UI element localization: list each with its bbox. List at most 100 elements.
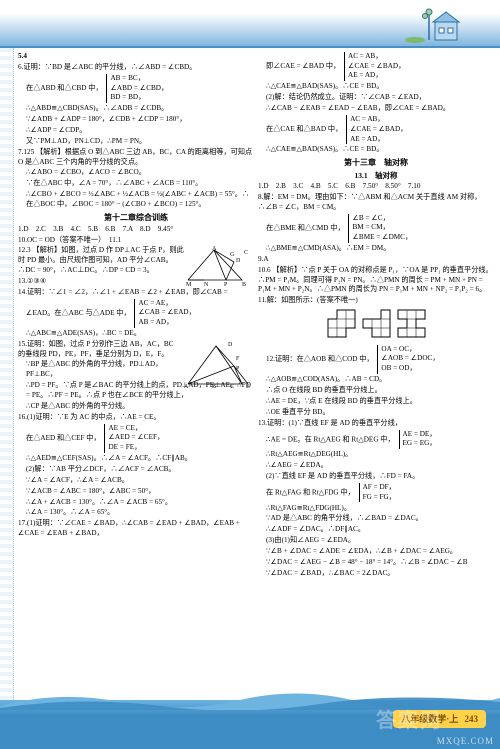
q13-2-setup: 在 Rt△FAG 和 Rt△FDG 中， AF = DF， FG = FG，	[258, 483, 494, 502]
brace-line: AC = AB，	[350, 115, 384, 123]
brace-line: AC = AE，	[138, 299, 172, 307]
footer-bar: 八年级数学·上 243 答案网 MXQE.COM	[0, 700, 500, 749]
svg-text:F: F	[236, 356, 240, 362]
svg-text:M: M	[186, 282, 192, 286]
brace-line: ∠CAB = ∠EAD，	[138, 308, 195, 316]
polyomino-shape	[397, 309, 426, 338]
r-setup2: 在△CAE 和△BAD 中， AC = AB， ∠CAE = ∠BAD， AE …	[258, 115, 494, 144]
text-line: (2)解：∵AB 平分∠DCF，∴∠ACF = ∠ACB。	[18, 465, 254, 475]
brace-group: AE = CE， ∠AED = ∠CEF， DE = FE，	[104, 424, 164, 453]
svg-text:N: N	[204, 282, 209, 286]
setup-pre: 在△CAE 和△BAD 中，	[266, 125, 342, 133]
text-line: ∴∠A + ∠ACB = 130°。∴∠A = ∠ACB = 65°。	[18, 498, 254, 508]
house-icon	[405, 6, 465, 48]
q9-text: 9.A	[258, 255, 494, 265]
text-line: ∵AD 是△ABC 的角平分线，∴∠BAD = ∠DAC。	[258, 514, 494, 524]
q16-text: 16.(1)证明：∵E 为 AC 的中点，∴AE = CE。	[18, 413, 254, 423]
text-line: ∴∠AEG = ∠EDA。	[258, 461, 494, 471]
text-line: ∵∠DAC = ∠BAD，∴∠BAC = 2∠DAC。	[258, 569, 494, 579]
brace-line: ∠AOB = ∠DOC，	[381, 354, 439, 362]
brace-line: BD = BD，	[110, 93, 145, 101]
watermark-url: MXQE.COM	[437, 735, 494, 747]
answers-row: 1.D 2.C 3.B 4.C 5.B 6.B 7.A 8.D 9.45°	[18, 225, 254, 235]
polyomino-shape	[327, 309, 356, 338]
brace-line: AB = BC，	[110, 74, 144, 82]
text-line: ∴∠CAB − ∠EAB = ∠EAD − ∠EAB，即∠CAE = ∠BAD。	[258, 104, 494, 114]
q5-4-label: 5.4	[18, 52, 254, 62]
q7-text: 7.125 【解析】根据点 O 到△ABC 三边 AB，BC，CA 的距离相等，…	[18, 148, 254, 167]
setup-pre: 在△AED 和△CEF 中，	[26, 434, 101, 442]
svg-text:C: C	[230, 384, 234, 390]
text-line: ∴OE 垂直平分 BD。	[258, 408, 494, 418]
text-line: ∴Rt△AEG≌Rt△DEG(HL)。	[258, 450, 494, 460]
brace-line: ∠CAE = ∠BAD，	[348, 62, 405, 70]
text-line: ∵∠DAC = ∠AEG − ∠B = 48° − 18° = 14°。∴∠B …	[258, 558, 494, 568]
brace-group: AC = AE， ∠CAB = ∠EAD， AB = AD，	[134, 299, 195, 328]
q8-setup: 在△BME 和△CMD 中， ∠B = ∠C， BM = CM， ∠BME = …	[258, 214, 494, 243]
brace-group: AC = AB， ∠CAE = ∠BAD， AE = AD，	[346, 115, 407, 144]
watermark-text: 答案网	[376, 708, 442, 735]
r-setup: 即∠CAE = ∠BAD 中， AC = AB， ∠CAE = ∠BAD， AE…	[258, 52, 494, 81]
svg-text:P: P	[224, 282, 228, 286]
text-line: ∴△CAE≌△BAD(SAS)。∴CE = BD。	[258, 145, 494, 155]
text-line: ∴△CAE≌△BAD(SAS)。∴CE = BD。	[258, 82, 494, 92]
answers-row: 1.D 2.B 3.C 4.B 5.C 6.B 7.50° 8.50° 7.10	[258, 182, 494, 192]
q8-text: 8.解：EM = DM。理由如下：∵△ABM 和△ACM 关于直线 AM 对称，…	[258, 193, 494, 212]
text-line: ∴∠ADP = ∠CDP。	[18, 126, 254, 136]
brace-line: ∠CAE = ∠BAD，	[350, 125, 407, 133]
text-line: ∴△ABC≌△ADE(SAS)，∴BC = DE。	[18, 329, 254, 339]
svg-text:G: G	[230, 252, 235, 258]
q10-text: 10.6 【解析】∵点 P 关于 OA 的对称点是 P₁，∵OA 是 PP₁ 的…	[258, 266, 494, 295]
q6-text: 6.证明：∵BD 是∠ABC 的平分线，∴∠ABD = ∠CBD。	[18, 63, 254, 73]
polyomino-figures	[258, 309, 494, 342]
text-line: ∵∠A = ∠ACF，∴∠A = ∠ACB。	[18, 476, 254, 486]
brace-line: ∠BME = ∠DMC，	[352, 233, 412, 241]
brace-line: AE = AD，	[350, 135, 384, 143]
svg-text:C: C	[244, 250, 248, 256]
q13-proof: 13.证明：(1)∵直线 EF 是 AD 的垂直平分线，	[258, 419, 494, 429]
text-line: ∴AE = DE，∵点 E 在线段 BD 的垂直平分线上。	[258, 397, 494, 407]
svg-text:D: D	[236, 258, 241, 264]
brace-line: FG = FG，	[363, 493, 396, 501]
section-13-1-title: 13.1 轴对称	[258, 171, 494, 181]
brace-line: ∠AED = ∠CEF，	[108, 433, 164, 441]
text-line: ∴∠CBO + ∠BCO = ½∠ABC + ½∠ACB = ½(∠ABC + …	[18, 190, 254, 209]
brace-line: DE = FE，	[108, 443, 141, 451]
svg-text:B: B	[212, 384, 216, 390]
left-column: 5.4 6.证明：∵BD 是∠ABC 的平分线，∴∠ABD = ∠CBD。 在△…	[18, 52, 254, 700]
brace-line: AC = AB，	[348, 52, 382, 60]
text-line: ∴∠ABO = ∠CBO，∠ACO = ∠BCO。	[18, 168, 254, 178]
text-line: 又∵PM⊥AD，PN⊥CD，∴PM = PN。	[18, 137, 254, 147]
svg-text:P: P	[236, 366, 240, 372]
brace-line: AE = DE，	[403, 430, 437, 438]
text-line: ∵∠ACB = ∠ABC = 180°，∠ABC = 50°，	[18, 487, 254, 497]
text-line: ∴Rt△FAG≌Rt△FDG(HL)。	[258, 504, 494, 514]
setup-pre: 在△BME 和△CMD 中，	[266, 224, 345, 232]
brace-line: ∠B = ∠C，	[352, 214, 389, 222]
q12-setup: 12.证明：在△AOB 和△COD 中， OA = OC， ∠AOB = ∠DO…	[258, 345, 494, 374]
setup-pre: ∴AE = DE。在 Rt△AEG 和 Rt△DEG 中，	[266, 435, 395, 443]
text-line: ∴CP 是△ABC 的外角的平分线。	[18, 402, 254, 412]
svg-text:E: E	[246, 384, 250, 390]
brace-line: AB = AD，	[138, 318, 173, 326]
header-bar	[0, 0, 500, 48]
text-line: ∴∠ADF = ∠DAC。∴DF∥AC。	[258, 525, 494, 535]
q6-setup-pre: 在△ABD 和△CBD 中，	[26, 84, 103, 92]
svg-text:A: A	[212, 246, 217, 252]
text-line: ∴△BME≌△CMD(ASA)。∴EM = DM。	[258, 244, 494, 254]
text-line: ∵∠B + ∠DAC = ∠ADE = ∠EDA，∴∠B + ∠DAC = ∠A…	[258, 547, 494, 557]
text-line: (3)由(1)知∠AEG = ∠EDA。	[258, 536, 494, 546]
chapter12-title: 第十二章综合训练	[18, 213, 254, 224]
q15-block: 15.证明：如图，过点 P 分别作三边 AB，AC，BC 的垂线段 PD，PE，…	[18, 340, 254, 380]
brace-line: EG = EG，	[403, 439, 437, 447]
text-line: ∴△AOB≌△COD(ASA)。∴AB = CD。	[258, 375, 494, 385]
svg-text:A: A	[184, 384, 189, 390]
q16-setup: 在△AED 和△CEF 中， AE = CE， ∠AED = ∠CEF， DE …	[18, 424, 254, 453]
brace-line: OB = OD，	[381, 364, 416, 372]
brace-group: AF = DF， FG = FG，	[359, 483, 396, 502]
setup-pre: 即∠CAE = ∠BAD 中，	[266, 62, 340, 70]
chapter13-title: 第十三章 轴对称	[258, 158, 494, 169]
brace-line: BM = CM，	[352, 223, 389, 231]
q17-text: 17.(1)证明：∵∠CAE = ∠BAD，∴∠CAB = ∠EAD + ∠BA…	[18, 519, 254, 538]
triangle-figure-2: D F A B C E P	[182, 340, 252, 394]
